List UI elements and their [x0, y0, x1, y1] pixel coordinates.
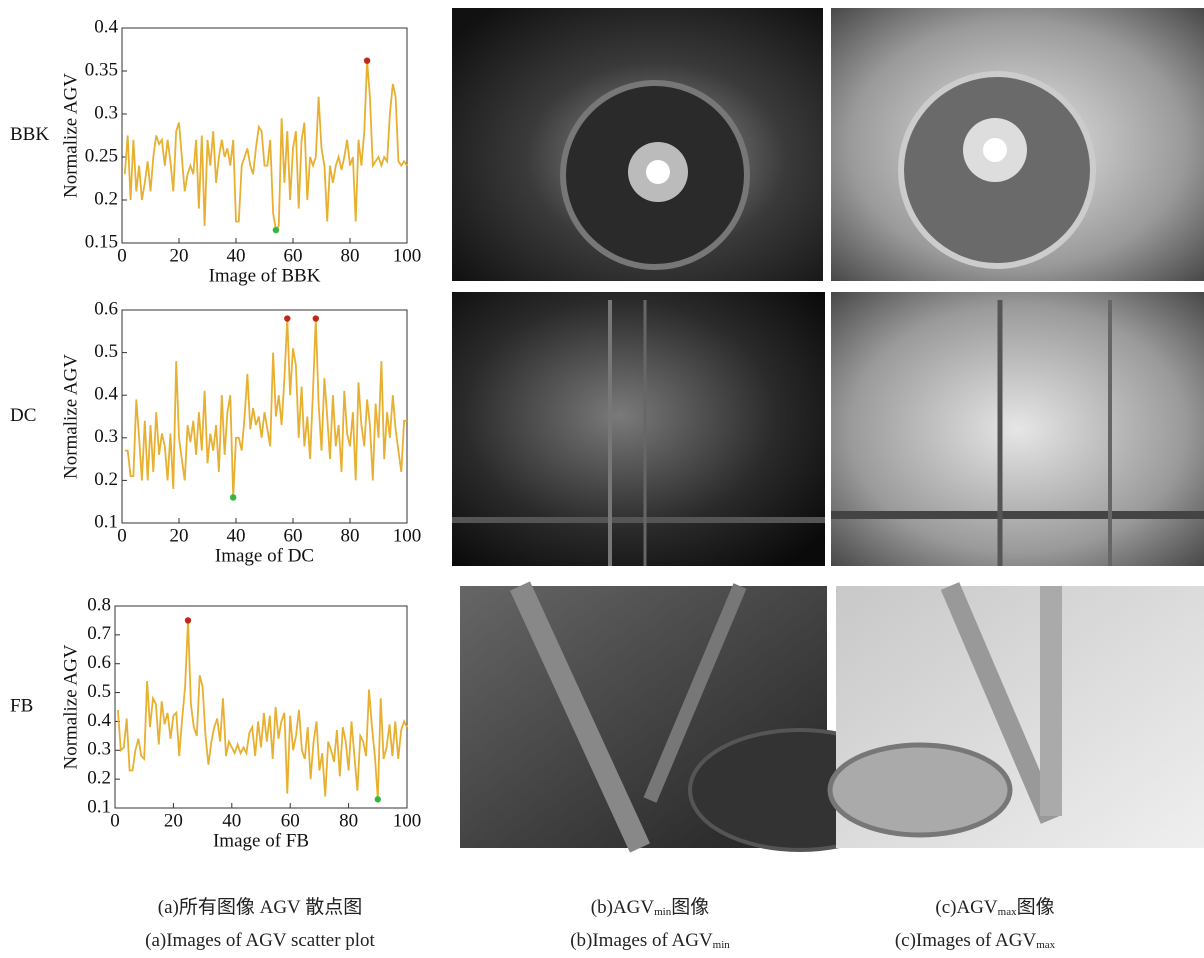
caption-text: 图像 — [1017, 897, 1055, 918]
y-tick-label: 0.6 — [87, 652, 111, 673]
caption-sub: min — [654, 906, 671, 918]
y-tick-label: 0.35 — [85, 59, 118, 80]
figure: 0.15 0.2 0.25 0.3 0.35 0.4 0 20 40 60 80 100 Image o… — [0, 0, 1204, 958]
y-tick-label: 0.4 — [94, 16, 118, 37]
y-axis-label: Normalize AGV — [60, 354, 81, 479]
y-tick-label: 0.8 — [87, 594, 111, 615]
y-tick-label: 0.3 — [87, 739, 111, 760]
highlight-point — [273, 227, 279, 233]
x-tick-label: 40 — [222, 810, 241, 831]
caption-c-cn: (c)AGVmax图像 — [845, 892, 1145, 919]
x-tick-label: 100 — [393, 525, 422, 546]
data-line — [125, 319, 407, 498]
y-tick-label: 0.5 — [87, 681, 111, 702]
photo-bbk-min — [452, 8, 823, 281]
data-line — [118, 620, 407, 799]
y-tick-label: 0.15 — [85, 231, 118, 252]
y-tick-label: 0.7 — [87, 623, 111, 644]
x-tick-label: 60 — [284, 525, 303, 546]
x-tick-label: 80 — [341, 525, 360, 546]
highlight-point — [185, 617, 191, 623]
page: 0.15 0.2 0.25 0.3 0.35 0.4 0 20 40 60 80 100 Image o… — [0, 0, 1204, 958]
caption-sub: min — [713, 939, 730, 951]
x-axis-label: Image of BBK — [209, 265, 321, 286]
highlight-point — [375, 796, 381, 802]
y-tick-label: 0.2 — [87, 768, 111, 789]
x-tick-label: 40 — [227, 525, 246, 546]
y-tick-label: 0.6 — [94, 298, 118, 319]
caption-b-en: (b)Images of AGVmin — [500, 930, 800, 952]
y-tick-label: 0.25 — [85, 145, 118, 166]
x-axis-label: Image of DC — [215, 545, 314, 566]
y-tick-label: 0.5 — [94, 341, 118, 362]
x-tick-label: 60 — [284, 245, 303, 266]
row-label: DC — [10, 405, 36, 426]
y-tick-label: 0.1 — [87, 796, 111, 817]
caption-a-en: (a)Images of AGV scatter plot — [80, 930, 440, 952]
data-line — [125, 61, 407, 230]
y-axis-label: Normalize AGV — [60, 644, 81, 769]
x-tick-label: 40 — [227, 245, 246, 266]
x-tick-label: 100 — [393, 810, 422, 831]
x-tick-label: 100 — [393, 245, 422, 266]
x-tick-label: 80 — [341, 245, 360, 266]
photo-fb-max — [830, 586, 1204, 848]
caption-text: 图像 — [671, 897, 709, 918]
highlight-point — [364, 57, 370, 63]
row-label: FB — [10, 695, 33, 716]
caption-sub: max — [1036, 939, 1055, 951]
y-tick-label: 0.4 — [87, 710, 111, 731]
plot-frame — [115, 606, 407, 808]
caption-sub: max — [998, 906, 1017, 918]
x-axis-label: Image of FB — [213, 830, 309, 851]
x-tick-label: 0 — [117, 245, 127, 266]
row-label: BBK — [10, 124, 49, 145]
caption-text: (c)AGV — [935, 897, 997, 918]
highlight-point — [313, 315, 319, 321]
highlight-point — [230, 494, 236, 500]
x-tick-label: 20 — [170, 525, 189, 546]
x-tick-label: 60 — [281, 810, 300, 831]
photo-dc-max — [831, 292, 1204, 566]
highlight-point — [284, 315, 290, 321]
x-tick-label: 20 — [164, 810, 183, 831]
caption-text: (b)AGV — [591, 897, 654, 918]
x-tick-label: 0 — [110, 810, 120, 831]
y-tick-label: 0.1 — [94, 511, 118, 532]
x-tick-label: 0 — [117, 525, 127, 546]
caption-text: (c)Images of AGV — [895, 930, 1036, 951]
x-tick-label: 80 — [339, 810, 358, 831]
caption-text: (b)Images of AGV — [570, 930, 712, 951]
photo-bbk-max — [831, 8, 1204, 281]
caption-c-en: (c)Images of AGVmax — [825, 930, 1125, 952]
x-tick-label: 20 — [170, 245, 189, 266]
photo-dc-min — [452, 292, 825, 566]
caption-a-cn: (a)所有图像 AGV 散点图 — [80, 892, 440, 919]
y-tick-label: 0.2 — [94, 188, 118, 209]
y-tick-label: 0.2 — [94, 469, 118, 490]
y-axis-label: Normalize AGV — [60, 73, 81, 198]
y-tick-label: 0.4 — [94, 384, 118, 405]
y-tick-label: 0.3 — [94, 102, 118, 123]
caption-b-cn: (b)AGVmin图像 — [500, 892, 800, 919]
y-tick-label: 0.3 — [94, 426, 118, 447]
